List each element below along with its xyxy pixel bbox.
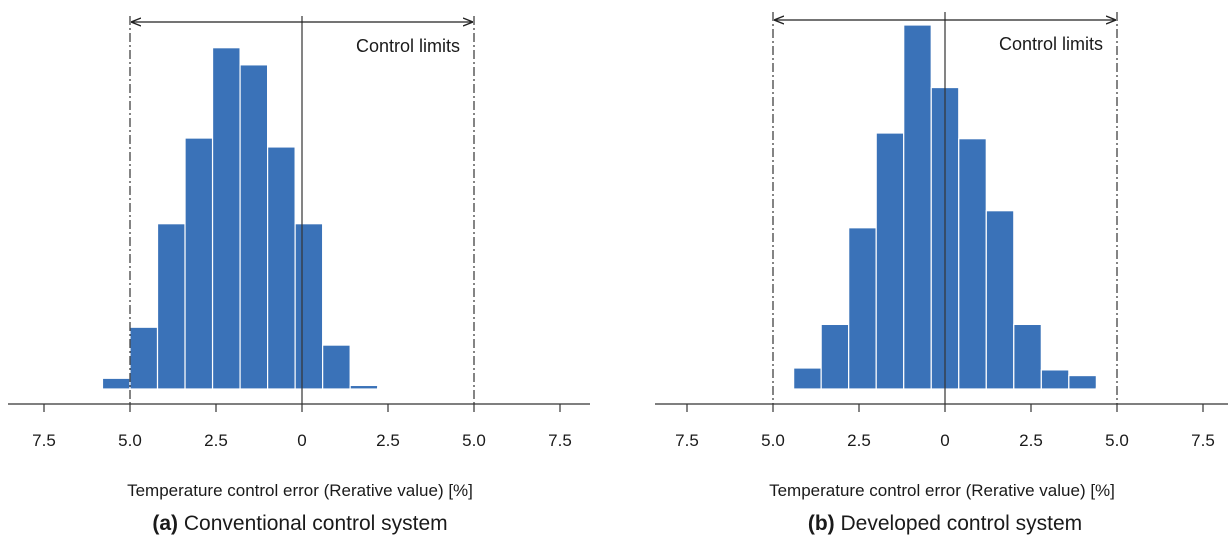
histogram-bar bbox=[322, 344, 351, 390]
histogram-bar bbox=[1095, 387, 1125, 390]
x-tick-label: 5.0 bbox=[462, 431, 486, 450]
caption-a: (a) Conventional control system bbox=[40, 512, 560, 536]
histogram-bar bbox=[1013, 323, 1042, 390]
x-axis-ticks: 7.5 5.0 2.5 0 2.5 5.0 7.5 bbox=[32, 404, 572, 450]
histogram-bar bbox=[184, 137, 214, 390]
histogram-bar bbox=[294, 223, 324, 390]
histogram-bar bbox=[156, 223, 186, 390]
histogram-bar bbox=[74, 387, 104, 390]
x-axis-label: Temperature control error (Rerative valu… bbox=[127, 481, 473, 500]
histogram-bar bbox=[820, 323, 850, 390]
histogram-bar bbox=[1068, 374, 1097, 390]
x-tick-label: 5.0 bbox=[1105, 431, 1129, 450]
histogram-bar bbox=[655, 387, 685, 390]
histogram-panel-a: Control limits 7.5 5.0 2.5 0 2.5 5.0 7.5 Tempe… bbox=[8, 16, 590, 500]
histogram-bar bbox=[710, 387, 740, 390]
histogram-bar bbox=[793, 367, 822, 390]
histogram-bar bbox=[101, 377, 131, 390]
x-tick-label: 7.5 bbox=[1191, 431, 1215, 450]
histogram-bar bbox=[985, 210, 1015, 390]
histogram-panel-b: Control limits 7.5 5.0 2.5 0 2.5 5.0 7.5 Tempe… bbox=[655, 12, 1228, 500]
x-tick-label: 0 bbox=[297, 431, 306, 450]
x-axis-label: Temperature control error (Rerative valu… bbox=[769, 481, 1115, 500]
histogram-bar bbox=[46, 387, 76, 390]
histogram-bar bbox=[239, 64, 269, 390]
control-limits-label: Control limits bbox=[356, 36, 460, 56]
x-tick-label: 2.5 bbox=[204, 431, 228, 450]
caption-b-label: (b) bbox=[807, 512, 835, 535]
histogram-bar bbox=[267, 146, 296, 390]
caption-b: (b) Developed control system bbox=[675, 512, 1215, 536]
histogram-bar bbox=[349, 384, 379, 390]
histogram-bar bbox=[765, 387, 795, 390]
x-tick-label: 7.5 bbox=[548, 431, 572, 450]
histogram-bar bbox=[404, 387, 434, 390]
x-tick-label: 2.5 bbox=[376, 431, 400, 450]
x-tick-label: 5.0 bbox=[761, 431, 785, 450]
histogram-bar bbox=[129, 326, 159, 390]
histogram-bars bbox=[655, 24, 1125, 390]
histogram-bars bbox=[19, 47, 461, 390]
histogram-bar bbox=[848, 227, 877, 390]
histogram-bar bbox=[377, 387, 406, 390]
x-tick-label: 5.0 bbox=[118, 431, 142, 450]
caption-b-text: Developed control system bbox=[840, 512, 1083, 535]
histogram-bar bbox=[19, 387, 49, 390]
histogram-bar bbox=[903, 24, 932, 390]
caption-a-label: (a) bbox=[152, 512, 179, 535]
histogram-bar bbox=[1040, 369, 1070, 390]
histogram-bar bbox=[958, 138, 987, 390]
x-tick-label: 2.5 bbox=[1019, 431, 1043, 450]
x-tick-label: 7.5 bbox=[675, 431, 699, 450]
caption-a-text: Conventional control system bbox=[183, 512, 448, 535]
histogram-bar bbox=[432, 387, 461, 390]
control-limits-label: Control limits bbox=[999, 34, 1103, 54]
x-tick-label: 0 bbox=[940, 431, 949, 450]
x-axis-ticks: 7.5 5.0 2.5 0 2.5 5.0 7.5 bbox=[675, 404, 1215, 450]
histogram-bar bbox=[211, 47, 241, 390]
x-tick-label: 2.5 bbox=[847, 431, 871, 450]
histogram-bar bbox=[875, 132, 905, 390]
x-tick-label: 7.5 bbox=[32, 431, 56, 450]
